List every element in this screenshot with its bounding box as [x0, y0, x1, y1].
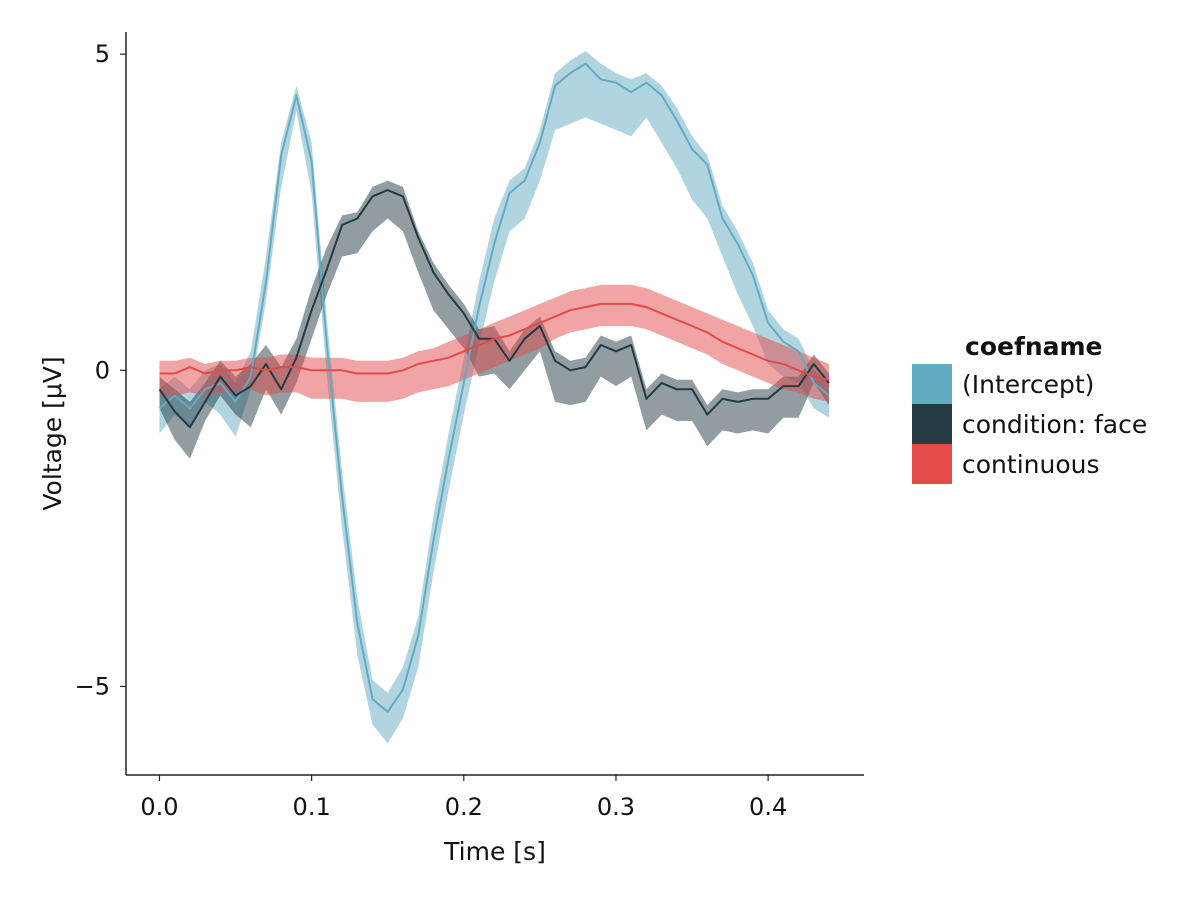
legend-swatch-intercept — [912, 364, 952, 404]
legend-label-continuous: continuous — [962, 450, 1100, 479]
legend-title: coefname — [965, 332, 1103, 361]
legend-swatch-condition-face — [912, 404, 952, 444]
x-tick-label: 0.3 — [597, 793, 635, 821]
y-ticks: 5 0 −5 — [75, 40, 126, 700]
x-tick-label: 0.4 — [749, 793, 787, 821]
legend-items: (Intercept) condition: face continuous — [912, 364, 1147, 484]
x-ticks: 0.0 0.1 0.2 0.3 0.4 — [140, 775, 787, 821]
x-tick-label: 0.0 — [140, 793, 178, 821]
legend: coefname (Intercept) condition: face conti… — [912, 332, 1147, 484]
plot-area — [158, 51, 830, 744]
x-axis-label: Time [s] — [443, 837, 546, 866]
y-tick-label: 0 — [95, 356, 110, 384]
y-axis-label: Voltage [μV] — [38, 356, 67, 510]
x-tick-label: 0.1 — [293, 793, 331, 821]
legend-label-condition-face: condition: face — [962, 410, 1147, 439]
legend-swatch-continuous — [912, 444, 952, 484]
line-intercept — [158, 62, 830, 713]
y-tick-label: 5 — [95, 40, 110, 68]
legend-label-intercept: (Intercept) — [962, 370, 1094, 399]
series-lines — [158, 62, 830, 713]
band-condition-face — [159, 180, 829, 459]
y-tick-label: −5 — [75, 672, 110, 700]
x-tick-label: 0.2 — [445, 793, 483, 821]
confidence-bands — [159, 51, 829, 744]
axes: 0.0 0.1 0.2 0.3 0.4 5 0 −5 — [75, 32, 864, 821]
line-continuous — [159, 302, 830, 381]
